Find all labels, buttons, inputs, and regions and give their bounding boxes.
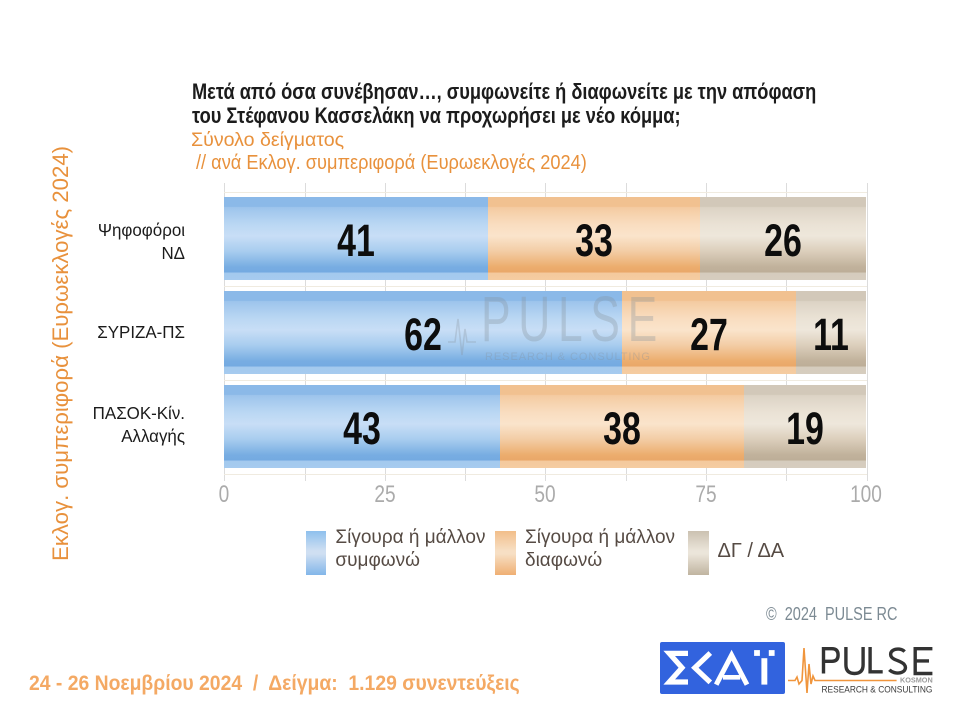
svg-text:KOSMON: KOSMON xyxy=(900,678,933,685)
svg-text:RESEARCH & CONSULTING: RESEARCH & CONSULTING xyxy=(822,684,933,695)
